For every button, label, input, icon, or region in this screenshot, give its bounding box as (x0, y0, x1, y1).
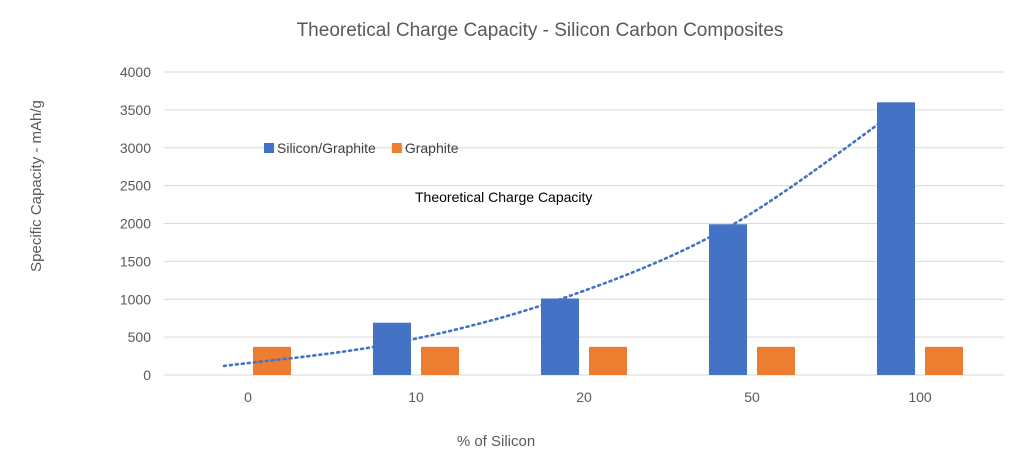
bar-silicon-graphite-100 (877, 102, 915, 376)
y-tick-label: 0 (143, 367, 151, 383)
trendline-dotted (222, 110, 898, 368)
bar-graphite-20 (589, 346, 627, 375)
y-axis-ticks: 0 500 1000 1500 2000 2500 3000 3500 4000 (120, 64, 151, 383)
bar-silicon-graphite-10 (373, 322, 411, 375)
chart-title: Theoretical Charge Capacity - Silicon Ca… (297, 20, 784, 41)
x-axis-title: % of Silicon (457, 433, 535, 450)
bar-silicon-graphite-50 (709, 224, 747, 375)
x-tick-label: 50 (744, 389, 760, 405)
y-tick-label: 2500 (120, 178, 151, 194)
x-tick-label: 100 (908, 389, 932, 405)
y-tick-label: 3000 (120, 140, 151, 156)
x-tick-label: 0 (244, 389, 252, 405)
x-axis-ticks: 0 10 20 50 100 (244, 389, 932, 405)
y-tick-label: 2000 (120, 216, 151, 232)
gridlines (164, 71, 1004, 376)
bar-silicon-graphite-20 (541, 298, 579, 375)
y-tick-label: 1500 (120, 253, 151, 269)
legend-label: Graphite (405, 140, 459, 156)
bar-graphite-50 (757, 346, 795, 375)
legend-swatch (391, 143, 402, 153)
x-tick-label: 20 (576, 389, 592, 405)
y-axis-title: Specific Capacity - mAh/g (28, 100, 45, 272)
bar-graphite-100 (925, 346, 963, 375)
trendline (222, 110, 898, 368)
legend-label: Silicon/Graphite (277, 140, 376, 156)
bar-graphite-10 (421, 346, 459, 375)
y-tick-label: 3500 (120, 102, 151, 118)
y-tick-label: 1000 (120, 291, 151, 307)
annotation-label: Theoretical Charge Capacity (415, 189, 592, 205)
x-tick-label: 10 (408, 389, 424, 405)
y-tick-label: 4000 (120, 64, 151, 80)
legend: Silicon/Graphite Graphite (264, 140, 459, 156)
bars (253, 102, 963, 376)
legend-swatch (264, 143, 274, 153)
y-tick-label: 500 (128, 329, 152, 345)
